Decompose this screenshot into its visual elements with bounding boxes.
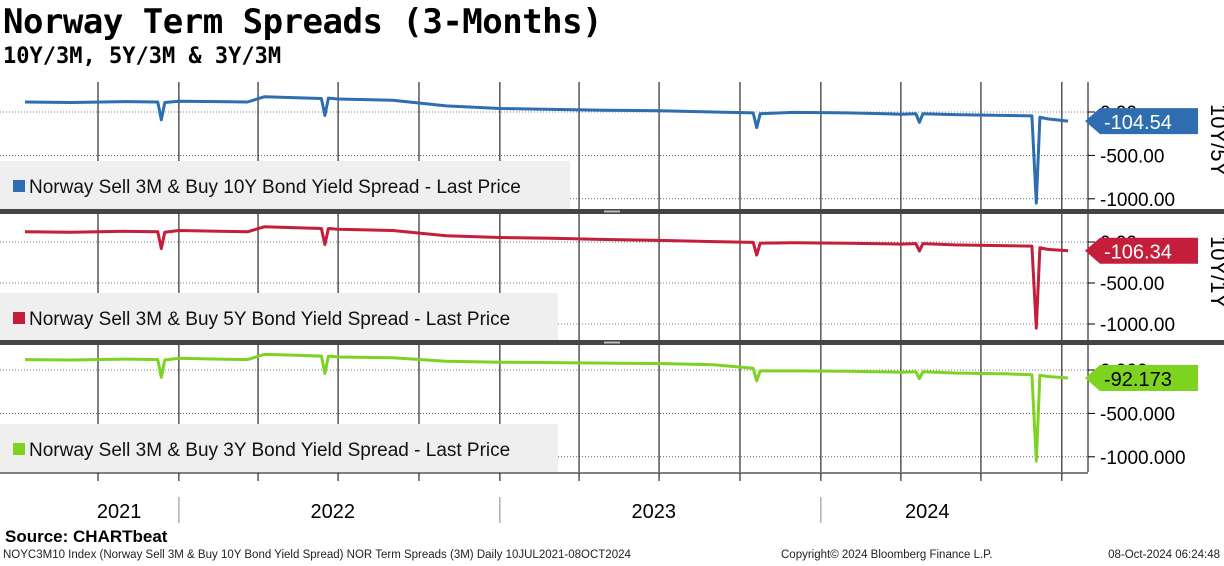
y-tick-label: -1000.000 [1100,448,1186,469]
legend-swatch [13,443,25,455]
last-value-label: -106.34 [1104,242,1172,264]
footer-description: NOYC3M10 Index (Norway Sell 3M & Buy 10Y… [3,549,631,561]
series-line [24,95,1069,205]
divider-handle [604,341,620,344]
last-value-tag [1085,365,1198,392]
series-line [24,225,1069,330]
x-tick-label: 2024 [905,501,950,523]
x-tick-label: 2022 [311,501,356,523]
legend-label: Norway Sell 3M & Buy 10Y Bond Yield Spre… [29,177,521,198]
chart-subtitle: 10Y/3M, 5Y/3M & 3Y/3M [3,44,282,69]
legend-label: Norway Sell 3M & Buy 3Y Bond Yield Sprea… [29,440,510,461]
y-tick-label: -500.000 [1100,404,1175,425]
y-tick-label: -1000.00 [1100,190,1175,211]
chart-title: Norway Term Spreads (3-Months) [3,2,603,42]
side-label: 10Y/5Y [1206,104,1224,176]
last-value-label: -104.54 [1104,112,1172,134]
last-value-label: -92.173 [1104,369,1172,391]
series-line [24,352,1069,463]
last-value-tag [1085,108,1198,135]
y-tick-label: -500.00 [1100,274,1164,295]
source-note: Source: CHARTbeat [5,527,168,546]
legend-box [0,161,570,209]
last-value-tag [1085,237,1198,264]
y-tick-label: -500.00 [1100,146,1164,167]
legend-swatch [13,312,25,324]
legend-box [0,424,558,472]
footer-copyright: Copyright© 2024 Bloomberg Finance L.P. [781,549,993,561]
legend-label: Norway Sell 3M & Buy 5Y Bond Yield Sprea… [29,309,510,330]
y-tick-label: -1000.00 [1100,315,1175,336]
legend-box [0,293,558,341]
divider-handle [604,210,620,213]
footer-timestamp: 08-Oct-2024 06:24:48 [1108,549,1220,561]
side-label: 10Y/1Y [1206,236,1224,308]
x-tick-label: 2021 [97,501,142,523]
legend-swatch [13,180,25,192]
x-tick-label: 2023 [632,501,677,523]
